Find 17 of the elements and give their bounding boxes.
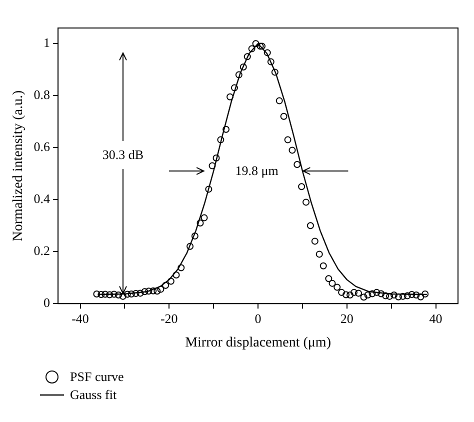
x-tick-label: -40: [72, 310, 89, 326]
x-tick-label: -20: [160, 310, 178, 326]
annotation: 30.3 dB: [102, 146, 144, 163]
y-tick-label: 1: [44, 35, 50, 50]
y-tick-label: 0.6: [34, 139, 51, 154]
legend-label: Gauss fit: [70, 387, 117, 403]
annotation: 19.8 μm: [235, 163, 278, 180]
y-tick-label: 0.8: [34, 87, 50, 102]
y-axis-title: Normalized intensity (a.u.): [11, 90, 26, 242]
x-axis-title: Mirror displacement (μm): [185, 335, 332, 350]
y-tick-label: 0.2: [34, 243, 50, 258]
y-tick-label: 0.4: [34, 191, 51, 206]
x-tick-label: 20: [340, 310, 354, 326]
x-tick-label: 40: [429, 310, 442, 326]
y-tick-label: 0: [44, 295, 50, 310]
legend-label: PSF curve: [70, 369, 124, 385]
x-tick-label: 0: [254, 310, 262, 326]
